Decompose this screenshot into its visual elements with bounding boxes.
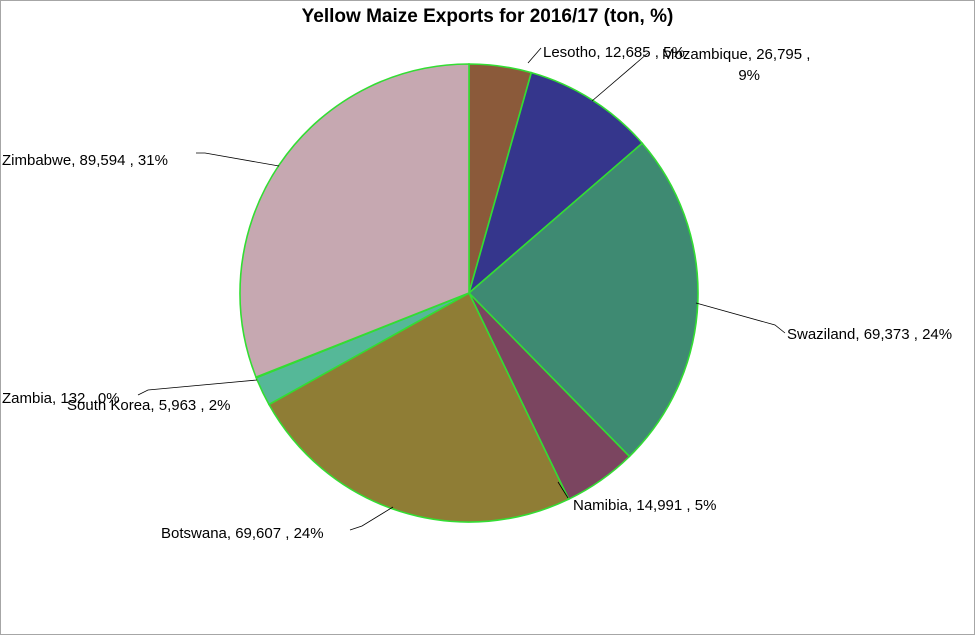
leader-line-swaziland bbox=[695, 302, 786, 334]
data-label-lesotho: Lesotho, 12,685 , 5% bbox=[543, 44, 685, 61]
data-label-mozambique: Mozambique, 26,795 , bbox=[662, 46, 810, 63]
leader-line-lesotho bbox=[527, 47, 542, 64]
pie-slice-zimbabwe bbox=[239, 63, 470, 379]
data-label-namibia: Namibia, 14,991 , 5% bbox=[573, 497, 716, 514]
data-label-zimbabwe: Zimbabwe, 89,594 , 31% bbox=[2, 152, 168, 169]
leader-line-zimbabwe bbox=[196, 152, 280, 167]
data-label-south-korea: South Korea, 5,963 , 2% bbox=[67, 397, 230, 414]
leader-line-mozambique bbox=[591, 52, 649, 102]
leader-line-botswana bbox=[349, 506, 394, 531]
pie-slice-mozambique bbox=[467, 71, 644, 296]
leader-line-namibia bbox=[557, 481, 569, 499]
data-label-swaziland: Swaziland, 69,373 , 24% bbox=[787, 326, 952, 343]
pie-slice-swaziland bbox=[467, 142, 699, 458]
chart-title: Yellow Maize Exports for 2016/17 (ton, %… bbox=[301, 6, 674, 27]
data-label-botswana: Botswana, 69,607 , 24% bbox=[161, 525, 324, 542]
leader-line-south-korea bbox=[137, 379, 258, 396]
data-label-mozambique: 9% bbox=[738, 67, 760, 84]
data-label-zambia: Zambia, 132 , 0% bbox=[2, 390, 120, 407]
pie-slice-botswana bbox=[267, 291, 570, 523]
